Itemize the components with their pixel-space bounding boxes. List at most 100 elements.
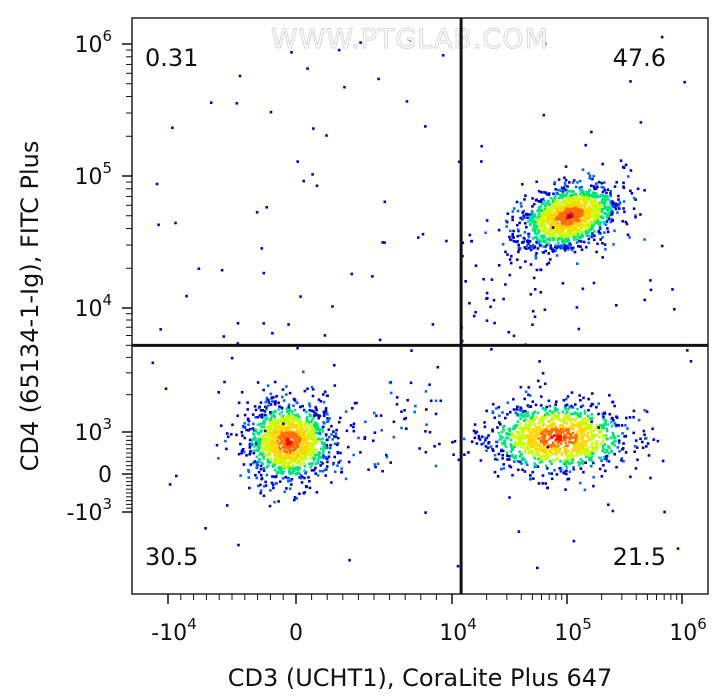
event-dot — [590, 417, 593, 421]
event-dot — [609, 202, 612, 206]
event-dot — [270, 447, 274, 451]
event-dot — [585, 191, 588, 194]
event-dot — [561, 215, 565, 218]
event-dot — [590, 201, 594, 205]
event-dot — [611, 416, 614, 420]
event-dot — [351, 407, 354, 410]
event-dot — [504, 250, 507, 254]
event-dot — [311, 394, 315, 398]
event-dot — [284, 418, 287, 422]
event-dot — [546, 208, 550, 212]
event-dot — [283, 429, 287, 432]
event-dot — [538, 425, 541, 429]
event-dot — [263, 410, 267, 413]
event-dot — [509, 410, 512, 414]
event-dot — [535, 448, 538, 451]
event-dot — [507, 432, 510, 436]
event-dot — [288, 391, 292, 395]
event-dot — [292, 440, 296, 444]
event-dot — [598, 195, 602, 198]
event-dot — [519, 234, 522, 237]
event-dot — [563, 448, 567, 452]
event-dot — [424, 450, 428, 454]
event-dot — [575, 434, 578, 438]
event-dot — [570, 248, 574, 252]
event-dot — [606, 423, 610, 426]
event-dot — [538, 360, 541, 363]
event-dot — [606, 227, 609, 230]
event-dot — [559, 203, 562, 207]
event-dot — [259, 491, 262, 495]
event-dot — [647, 454, 651, 457]
event-dot — [283, 442, 286, 446]
event-dot — [288, 408, 292, 412]
event-dot — [506, 413, 509, 416]
event-dot — [592, 446, 595, 449]
event-dot — [526, 435, 529, 439]
event-dot — [537, 189, 541, 193]
event-dot — [549, 227, 552, 230]
event-dot — [548, 409, 552, 413]
event-dot — [302, 179, 305, 183]
event-dot — [579, 461, 583, 465]
event-dot — [521, 432, 524, 435]
event-dot — [293, 435, 297, 438]
event-dot — [602, 186, 606, 189]
event-dot — [563, 244, 566, 247]
event-dot — [268, 421, 272, 425]
event-dot — [531, 435, 535, 439]
event-dot — [220, 268, 224, 272]
event-dot — [548, 215, 551, 218]
event-dot — [568, 222, 571, 225]
event-dot — [299, 418, 302, 422]
event-dot — [557, 413, 561, 416]
event-dot — [517, 530, 521, 533]
event-dot — [224, 439, 227, 443]
event-dot — [545, 263, 549, 266]
event-dot — [300, 481, 304, 484]
event-dot — [546, 237, 549, 241]
event-dot — [314, 472, 317, 475]
event-dot — [590, 424, 593, 427]
event-dot — [518, 455, 522, 458]
event-dot — [225, 447, 228, 451]
event-dot — [282, 399, 286, 402]
event-dot — [632, 196, 636, 200]
event-dot — [578, 186, 582, 189]
event-dot — [277, 454, 281, 457]
event-dot — [536, 566, 539, 570]
event-dot — [281, 467, 284, 470]
event-dot — [414, 404, 417, 408]
event-dot — [529, 213, 533, 216]
event-dot — [605, 215, 608, 218]
tick-label-base: 0 — [289, 621, 303, 646]
event-dot — [258, 453, 261, 456]
event-dot — [261, 435, 264, 438]
event-dot — [266, 432, 269, 436]
tick-label: 106 — [669, 615, 707, 646]
event-dot — [550, 411, 554, 414]
event-dot — [597, 180, 601, 184]
event-dot — [546, 216, 549, 220]
event-dot — [495, 440, 499, 444]
event-dot — [553, 237, 556, 240]
event-dot — [307, 423, 311, 427]
event-dot — [532, 442, 536, 446]
event-dot — [586, 196, 589, 199]
event-dot — [301, 446, 304, 450]
event-dot — [508, 427, 512, 431]
event-dot — [269, 440, 272, 443]
event-dot — [553, 458, 557, 461]
event-dot — [600, 193, 603, 197]
event-dot — [565, 224, 568, 228]
event-dot — [595, 449, 598, 453]
event-dot — [293, 457, 297, 460]
event-dot — [545, 452, 548, 455]
event-dot — [565, 397, 568, 401]
event-dot — [636, 187, 640, 191]
event-dot — [602, 415, 605, 419]
event-dot — [581, 450, 585, 454]
event-dot — [223, 380, 226, 384]
event-dot — [325, 468, 328, 471]
event-dot — [280, 439, 283, 443]
